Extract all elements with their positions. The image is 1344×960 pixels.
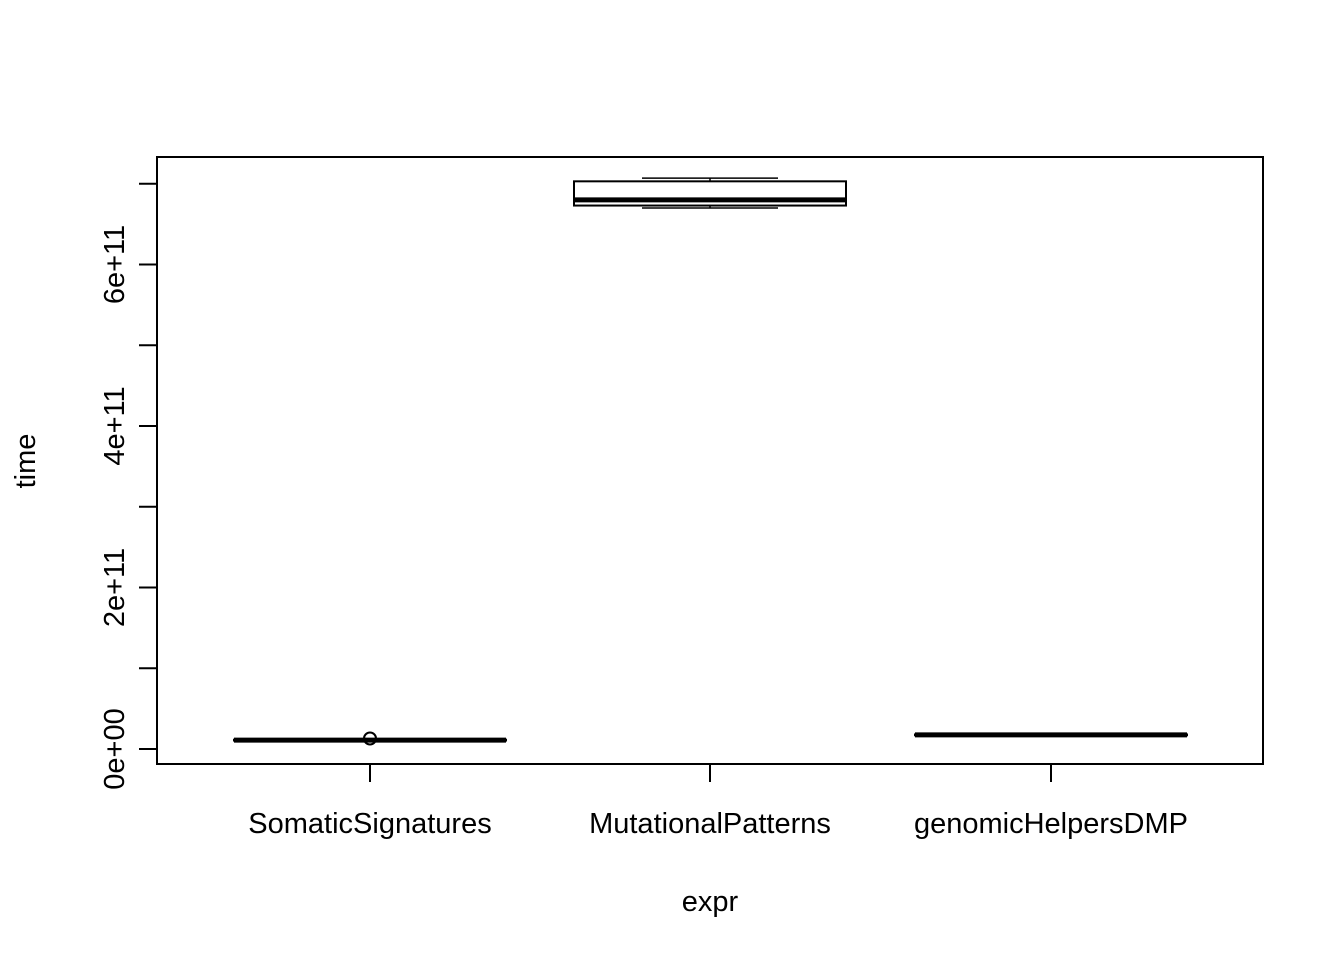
x-tick-label-0: SomaticSignatures [248,808,491,840]
x-axis-label: expr [682,886,739,918]
x-tick-label-1: MutationalPatterns [589,808,831,840]
box-2 [914,732,1188,738]
box-1 [573,177,847,209]
y-axis-label: time [10,434,42,489]
x-tick-label-2: genomicHelpersDMP [914,808,1188,840]
box-0 [233,731,507,746]
boxes [233,177,1188,746]
y-axis: 0e+00 2e+11 4e+11 6e+11 [99,182,158,790]
outlier-0-0 [363,731,377,746]
y-tick-label-3: 6e+11 [99,225,131,304]
x-axis: SomaticSignatures MutationalPatterns genom… [248,764,1188,840]
y-tick-label-2: 4e+11 [99,386,131,465]
y-tick-label-0: 0e+00 [99,708,131,789]
plot-frame [156,156,1264,765]
y-tick-label-1: 2e+11 [99,548,131,627]
